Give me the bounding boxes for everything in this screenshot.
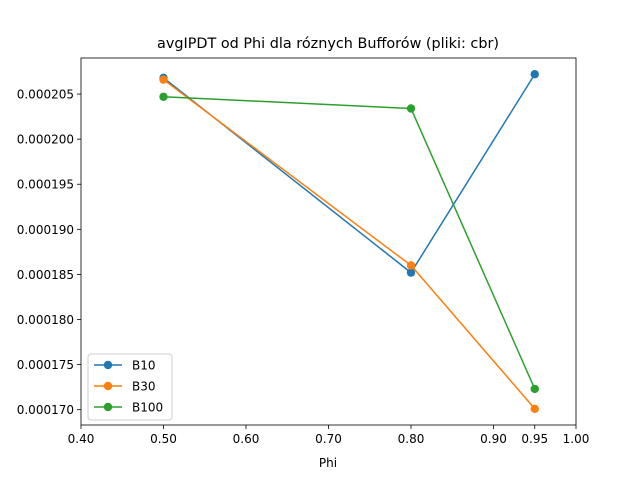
x-tick-label: 0.90 [480,432,507,446]
y-tick-label: 0.000205 [17,88,74,102]
y-tick-label: 0.000200 [17,133,74,147]
x-axis: 0.40 0.50 0.60 0.70 0.80 0.90 0.95 1.00 [68,425,590,446]
data-point-b10 [406,268,416,277]
legend-swatch-marker [103,381,113,391]
legend-swatch-marker [103,402,113,412]
chart-title: avgIPDT od Phi dla róznych Bufforów (pli… [157,36,499,52]
data-point-b100 [530,384,539,394]
data-point-b30 [159,75,168,84]
y-tick-label: 0.000190 [17,223,74,237]
x-tick-label: 1.00 [563,432,590,446]
x-tick-label: 0.70 [315,432,342,446]
legend-label-b30: B30 [132,380,156,394]
data-point-b10 [530,70,539,79]
series-layer [159,70,539,413]
x-tick-label: 0.50 [150,432,177,446]
data-point-b30 [406,261,416,270]
x-tick-label: 0.40 [68,432,95,446]
legend-label-b100: B100 [132,401,163,415]
y-axis: 0.000170 0.000175 0.000180 0.000185 0.000190… [17,88,81,417]
legend-swatch-marker [103,360,113,370]
data-point-b30 [530,404,539,413]
y-tick-label: 0.000180 [17,313,74,327]
y-tick-label: 0.000170 [17,403,74,417]
legend-label-b10: B10 [132,359,156,373]
x-tick-label: 0.60 [233,432,260,446]
y-tick-label: 0.000185 [17,268,74,282]
x-tick-label: 0.80 [398,432,425,446]
data-point-b100 [159,92,168,101]
y-tick-label: 0.000175 [17,358,74,372]
y-tick-label: 0.000195 [17,178,74,192]
data-point-b100 [406,104,416,113]
legend: B10 B30 B100 [87,353,173,421]
x-tick-label: 0.95 [521,432,548,446]
x-axis-title: Phi [319,456,337,470]
